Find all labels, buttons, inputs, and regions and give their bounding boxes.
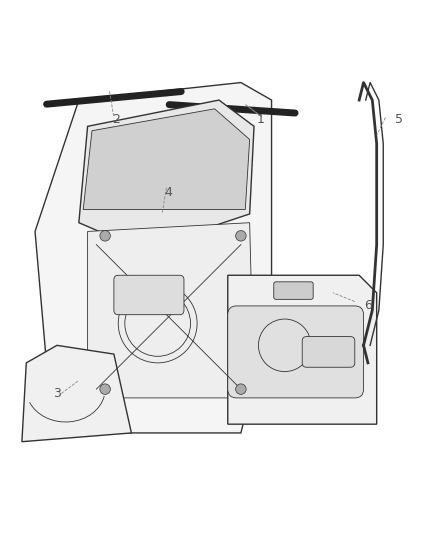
Text: 4: 4 bbox=[165, 185, 173, 198]
Text: 5: 5 bbox=[395, 114, 403, 126]
PathPatch shape bbox=[228, 275, 377, 424]
Circle shape bbox=[100, 384, 110, 394]
FancyArrowPatch shape bbox=[46, 92, 181, 104]
Circle shape bbox=[100, 231, 110, 241]
FancyBboxPatch shape bbox=[302, 336, 355, 367]
Text: 2: 2 bbox=[112, 114, 120, 126]
FancyBboxPatch shape bbox=[114, 275, 184, 314]
Circle shape bbox=[236, 384, 246, 394]
PathPatch shape bbox=[88, 223, 254, 398]
PathPatch shape bbox=[83, 109, 250, 209]
FancyBboxPatch shape bbox=[228, 306, 364, 398]
PathPatch shape bbox=[22, 345, 131, 442]
PathPatch shape bbox=[79, 100, 254, 236]
Text: 1: 1 bbox=[257, 114, 265, 126]
FancyArrowPatch shape bbox=[169, 104, 295, 113]
Text: 6: 6 bbox=[364, 300, 372, 312]
PathPatch shape bbox=[35, 83, 272, 433]
Circle shape bbox=[236, 231, 246, 241]
Text: 3: 3 bbox=[53, 387, 61, 400]
FancyBboxPatch shape bbox=[274, 282, 313, 300]
